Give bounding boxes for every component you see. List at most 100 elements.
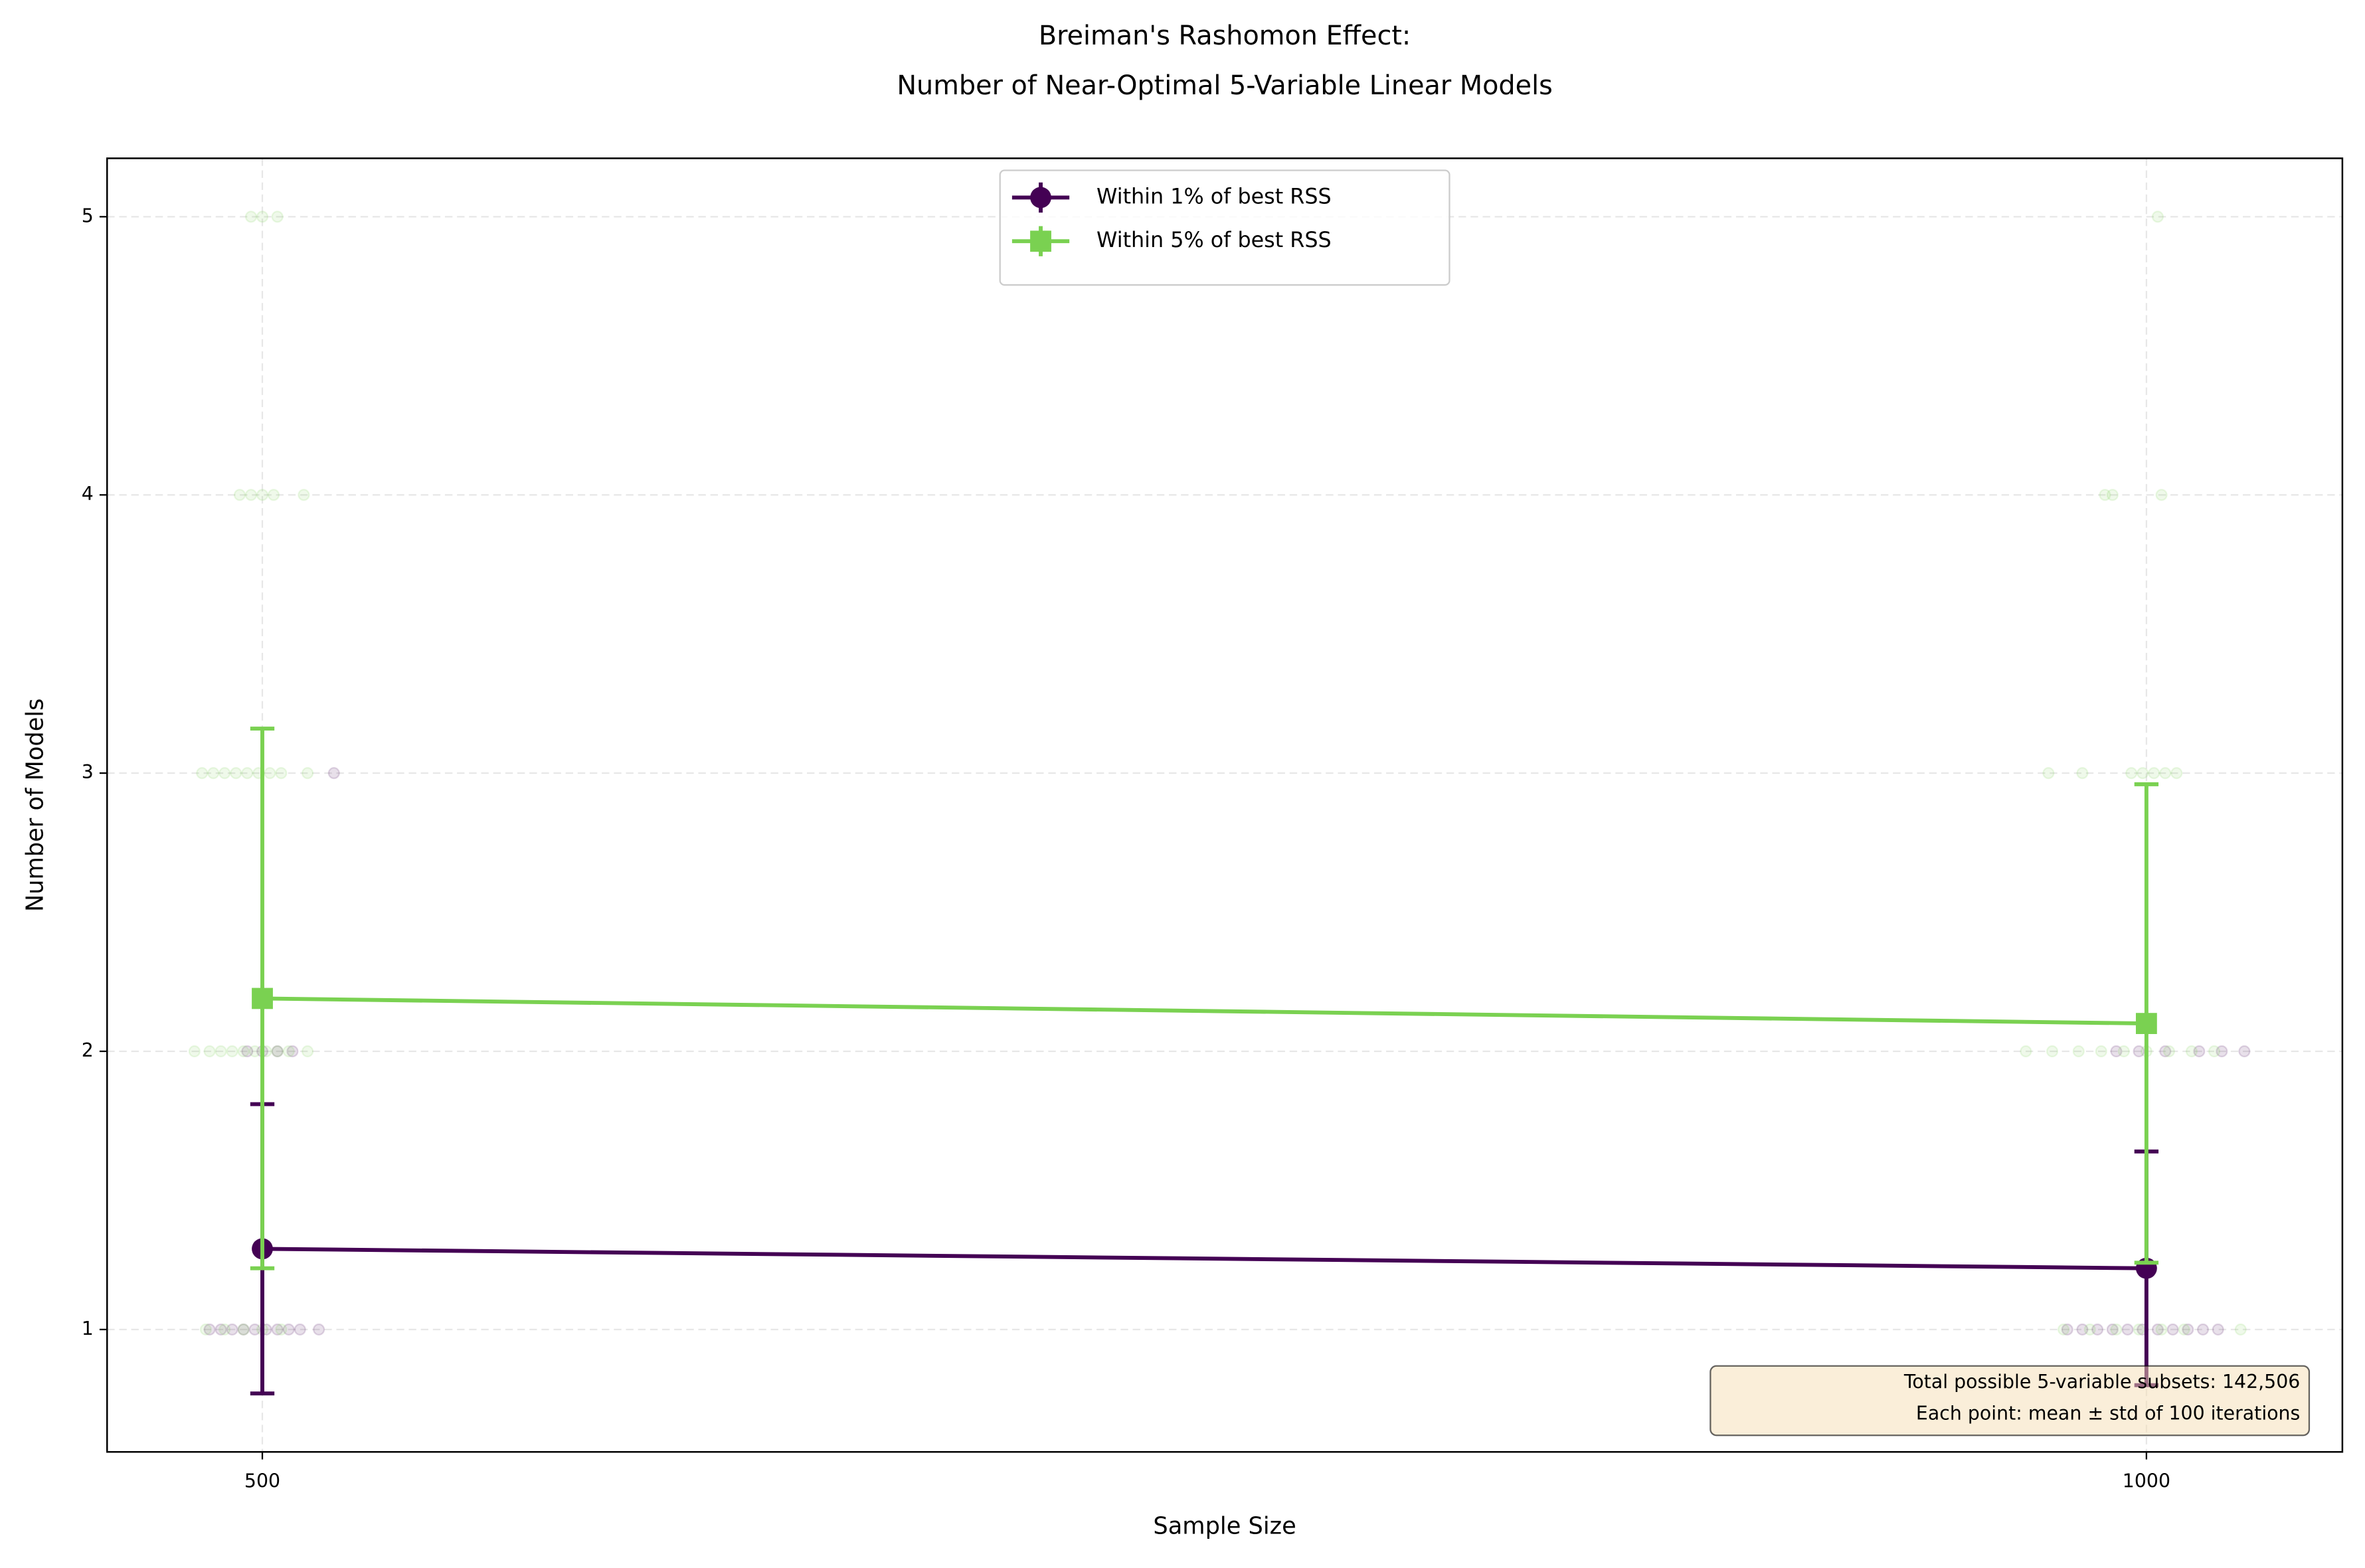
jitter-point (2133, 1323, 2145, 1336)
jitter-point (2076, 767, 2089, 780)
jitter-point (248, 1323, 261, 1336)
jitter-point (2106, 1323, 2119, 1336)
jitter-point (2148, 767, 2160, 780)
jitter-point (275, 1323, 288, 1336)
jitter-point (237, 1323, 250, 1336)
jitter-point (226, 1323, 238, 1336)
jitter-point (271, 211, 284, 223)
jitter-point (2121, 1323, 2134, 1336)
jitter-point (2234, 1323, 2247, 1336)
jitter-point (264, 767, 276, 780)
annotation-text: Each point: mean ± std of 100 iterations (1916, 1402, 2300, 1424)
y-tick-label: 1 (82, 1318, 94, 1340)
jitter-point (2212, 1323, 2224, 1336)
jitter-point (271, 1045, 284, 1058)
jitter-point (203, 1323, 216, 1336)
jitter-point (2137, 767, 2149, 780)
jitter-point (267, 489, 280, 501)
jitter-point (294, 1323, 306, 1336)
y-tick-label: 4 (82, 483, 94, 505)
jitter-point (2057, 1323, 2070, 1336)
jitter-point (2046, 1045, 2059, 1058)
jitter-point (313, 1323, 325, 1336)
jitter-point (244, 211, 258, 223)
jitter-point (2159, 1045, 2172, 1058)
jitter-point (2099, 489, 2111, 501)
jitter-point (2125, 767, 2138, 780)
jitter-point (2185, 1045, 2198, 1058)
jitter-point (282, 1323, 295, 1336)
plot-frame (106, 157, 2344, 1453)
jitter-point (2110, 1323, 2123, 1336)
jitter-point (282, 1045, 295, 1058)
jitter-point (219, 1323, 231, 1336)
marker (2136, 1013, 2157, 1035)
jitter-point (271, 1323, 284, 1336)
jitter-point (2076, 1323, 2089, 1336)
jitter-point (2178, 1323, 2190, 1336)
jitter-point (2091, 1323, 2104, 1336)
jitter-point (207, 767, 220, 780)
y-axis-label: Number of Models (22, 699, 49, 913)
jitter-point (256, 489, 269, 501)
jitter-point (230, 767, 242, 780)
jitter-point (2193, 1045, 2206, 1058)
legend-box (999, 169, 1450, 286)
jitter-point (233, 489, 246, 501)
jitter-point (2042, 767, 2055, 780)
y-tick-label: 5 (82, 205, 94, 226)
jitter-point (2238, 1045, 2251, 1058)
jitter-point (298, 489, 310, 501)
jitter-point (2083, 1323, 2096, 1336)
jitter-point (2159, 767, 2172, 780)
jitter-point (256, 211, 269, 223)
jitter-point (241, 1045, 254, 1058)
jitter-point (2133, 1045, 2145, 1058)
series-line (262, 996, 2146, 1026)
x-tick-label: 500 (244, 1470, 280, 1492)
annotation: Total possible 5-variable subsets: 142,5… (1709, 1365, 2311, 1437)
jitter-point (2196, 1323, 2210, 1336)
y-tick-label: 3 (82, 761, 94, 783)
x-axis-label: Sample Size (1153, 1513, 1296, 1540)
jitter-point (2020, 1045, 2032, 1058)
jitter-point (237, 1323, 250, 1336)
jitter-point (2216, 1045, 2228, 1058)
jitter-point (244, 489, 258, 501)
jitter-point (2095, 1045, 2107, 1058)
legend: Within 1% of best RSS Within 5% of best R… (999, 169, 1450, 286)
jitter-point (196, 767, 209, 780)
jitter-point (286, 1045, 299, 1058)
jitter-point (2106, 489, 2119, 501)
jitter-point (241, 767, 254, 780)
jitter-point (2166, 1323, 2179, 1336)
jitter-point (2110, 1045, 2123, 1058)
jitter-point (237, 1045, 250, 1058)
marker (1030, 187, 1051, 209)
jitter-point (2151, 211, 2164, 223)
jitter-point (215, 1323, 227, 1336)
jitter-point (199, 1323, 212, 1336)
jitter-point (215, 1045, 227, 1058)
jitter-point (2072, 1045, 2085, 1058)
chart-title: Number of Near-Optimal 5-Variable Linear… (897, 70, 1552, 101)
jitter-point (226, 1045, 238, 1058)
jitter-point (188, 1045, 201, 1058)
series-line (262, 1247, 2146, 1270)
annotation-text: Total possible 5-variable subsets: 142,5… (1903, 1371, 2300, 1393)
jitter-point (2155, 1323, 2168, 1336)
jitter-point (275, 767, 288, 780)
jitter-point (2170, 767, 2183, 780)
jitter-point (327, 767, 340, 780)
jitter-point (2061, 1323, 2073, 1336)
marker (1030, 230, 1051, 252)
marker (252, 988, 273, 1009)
annotation-box (1709, 1365, 2311, 1437)
jitter-point (2151, 1323, 2164, 1336)
chart-title: Breiman's Rashomon Effect: (1039, 21, 1411, 51)
legend-label: Within 5% of best RSS (1096, 228, 1332, 252)
y-tick-label: 2 (82, 1039, 94, 1061)
jitter-point (271, 1045, 284, 1058)
jitter-point (2155, 489, 2168, 501)
